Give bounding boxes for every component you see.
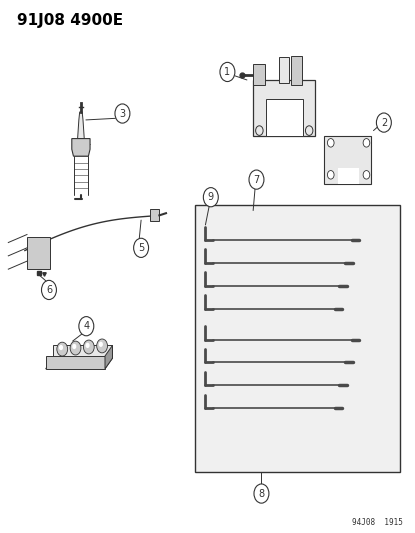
Polygon shape	[78, 112, 84, 139]
FancyBboxPatch shape	[150, 209, 159, 221]
Text: 2: 2	[381, 118, 387, 127]
Polygon shape	[72, 139, 90, 156]
FancyBboxPatch shape	[253, 64, 265, 85]
Circle shape	[42, 280, 56, 300]
Circle shape	[376, 113, 391, 132]
Circle shape	[59, 345, 63, 350]
Circle shape	[134, 238, 149, 257]
Text: 1: 1	[225, 67, 230, 77]
Circle shape	[115, 104, 130, 123]
Text: 7: 7	[253, 175, 260, 184]
FancyBboxPatch shape	[27, 237, 50, 269]
Circle shape	[363, 139, 370, 147]
Text: 4: 4	[83, 321, 89, 331]
FancyBboxPatch shape	[338, 168, 359, 184]
Polygon shape	[105, 345, 112, 369]
Text: 91J08 4900E: 91J08 4900E	[17, 13, 123, 28]
Text: 8: 8	[259, 489, 264, 498]
Circle shape	[327, 139, 334, 147]
Circle shape	[305, 126, 313, 135]
Text: 9: 9	[208, 192, 214, 202]
Bar	[195, 205, 400, 472]
Circle shape	[79, 317, 94, 336]
Circle shape	[70, 341, 81, 355]
Circle shape	[72, 344, 76, 349]
Text: 3: 3	[120, 109, 125, 118]
Circle shape	[83, 340, 94, 354]
Circle shape	[203, 188, 218, 207]
Polygon shape	[53, 345, 112, 358]
Text: 94J08  1915: 94J08 1915	[352, 518, 403, 527]
Circle shape	[256, 126, 263, 135]
FancyBboxPatch shape	[324, 136, 371, 184]
Circle shape	[363, 171, 370, 179]
Polygon shape	[46, 356, 105, 369]
Circle shape	[327, 171, 334, 179]
Polygon shape	[46, 358, 112, 369]
Circle shape	[57, 342, 68, 356]
Circle shape	[85, 343, 90, 348]
Circle shape	[249, 170, 264, 189]
FancyBboxPatch shape	[266, 99, 303, 136]
FancyBboxPatch shape	[253, 80, 315, 136]
FancyBboxPatch shape	[279, 57, 289, 83]
Text: 5: 5	[138, 243, 144, 253]
Circle shape	[220, 62, 235, 82]
Circle shape	[254, 484, 269, 503]
Circle shape	[97, 339, 107, 353]
Text: 6: 6	[46, 285, 52, 295]
FancyBboxPatch shape	[290, 56, 302, 85]
Circle shape	[99, 342, 103, 347]
